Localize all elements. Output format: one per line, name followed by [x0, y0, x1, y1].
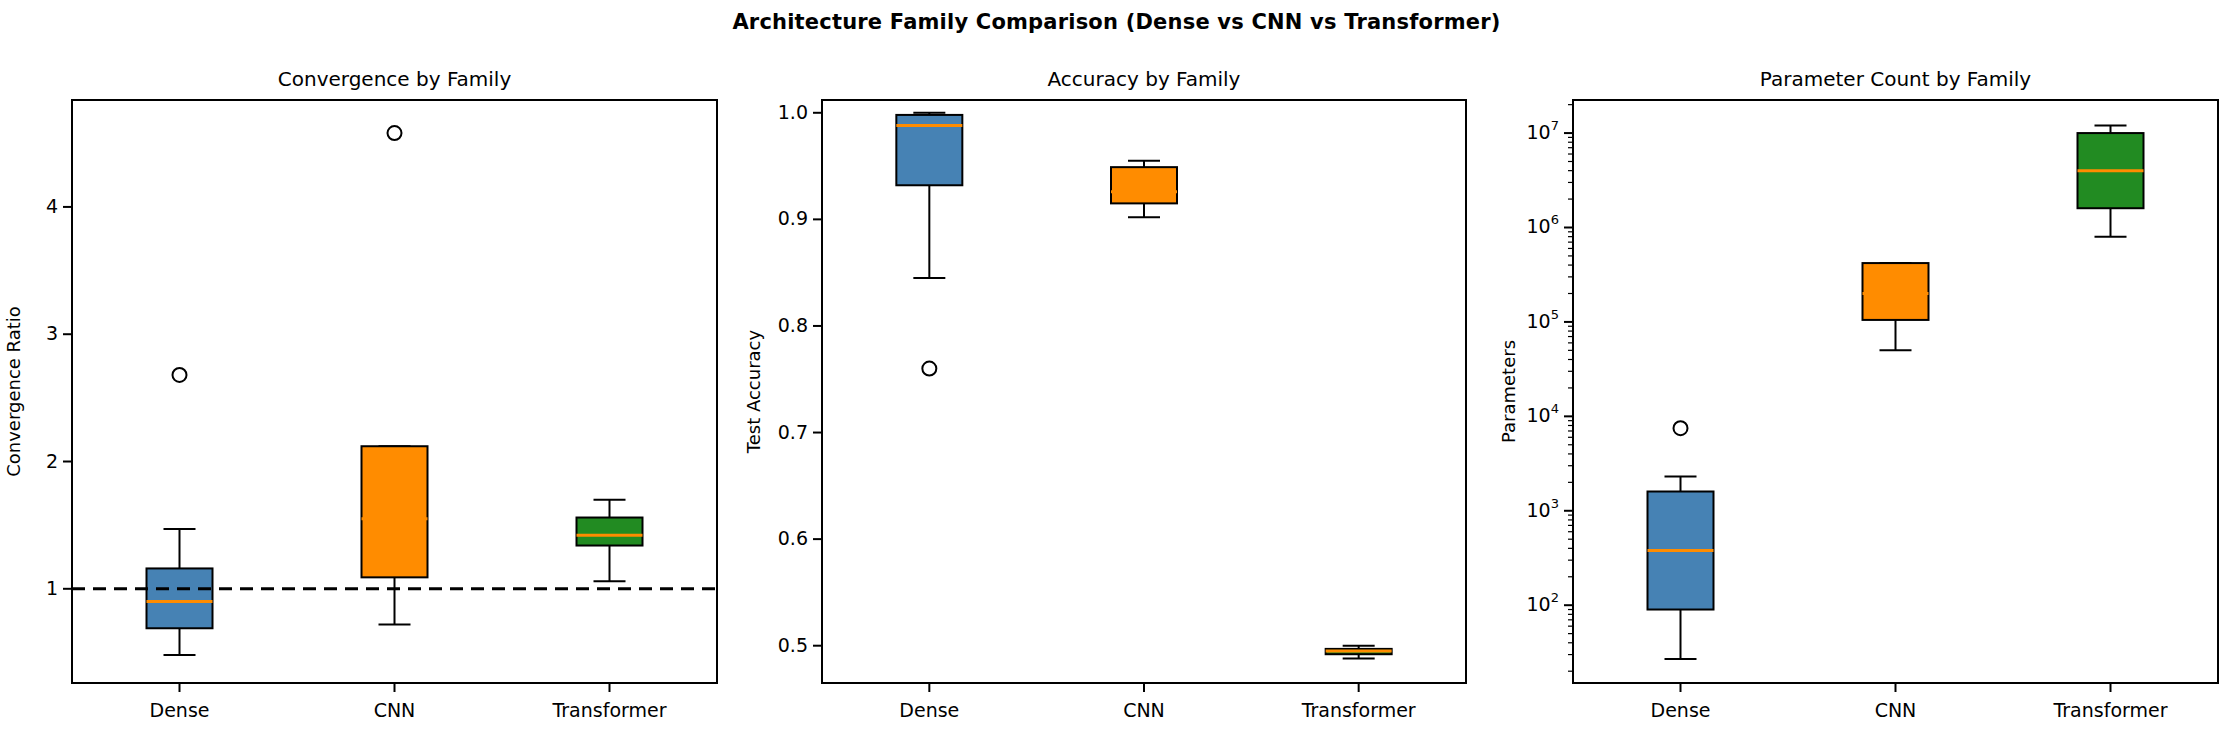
category-label: CNN — [374, 699, 416, 721]
y-tick-label: 0.7 — [778, 421, 808, 443]
y-tick-label: 106 — [1527, 212, 1559, 237]
y-tick-label: 0.8 — [778, 314, 808, 336]
box-rect — [147, 568, 213, 628]
axis-title: Convergence by Family — [278, 67, 512, 91]
category-label: Transformer — [551, 699, 666, 721]
axis-title: Parameter Count by Family — [1760, 67, 2032, 91]
box-dense — [147, 368, 213, 655]
y-tick-label: 2 — [46, 450, 58, 472]
y-tick-label: 107 — [1527, 118, 1559, 143]
boxplot-canvas: 1 2 3 4 Dense CNN Transformer Convergence by Fa… — [0, 0, 2233, 741]
y-axis-label: Parameters — [1498, 340, 1519, 443]
y-tick-label: 0.9 — [778, 207, 808, 229]
box-transformer — [2078, 126, 2144, 237]
subplot-2: 0.5 0.6 0.7 0.8 0.9 1.0 Dense CNN Transformer Acc… — [743, 67, 1466, 721]
box-transformer — [577, 500, 643, 581]
y-tick-label: 103 — [1527, 496, 1559, 521]
y-tick-label: 3 — [46, 322, 58, 344]
y-tick-label: 0.5 — [778, 634, 808, 656]
box-rect — [362, 446, 428, 577]
y-tick-label: 105 — [1527, 307, 1559, 332]
category-label: Transformer — [1301, 699, 1416, 721]
outlier-marker — [388, 126, 402, 140]
y-tick-label: 1 — [46, 577, 58, 599]
y-axis-label: Convergence Ratio — [3, 306, 24, 477]
category-label: Transformer — [2052, 699, 2167, 721]
axis-title: Accuracy by Family — [1048, 67, 1241, 91]
box-rect — [577, 518, 643, 546]
outlier-marker — [922, 362, 936, 376]
category-label: CNN — [1123, 699, 1165, 721]
outlier-marker — [173, 368, 187, 382]
box-rect — [1111, 167, 1177, 203]
box-cnn — [1863, 263, 1929, 350]
box-dense — [896, 113, 962, 376]
box-rect — [1863, 263, 1929, 320]
category-label: CNN — [1875, 699, 1917, 721]
y-tick-label: 1.0 — [778, 101, 808, 123]
category-label: Dense — [1651, 699, 1711, 721]
figure-root: Architecture Family Comparison (Dense vs… — [0, 0, 2233, 741]
category-label: Dense — [899, 699, 959, 721]
y-tick-label: 102 — [1527, 590, 1559, 615]
y-tick-label: 4 — [46, 195, 58, 217]
box-cnn — [362, 126, 428, 624]
box-transformer — [1326, 646, 1392, 659]
subplot-3: 102 103 104 105 106 107 Dense CNN Transformer Par… — [1498, 67, 2218, 721]
subplot-1: 1 2 3 4 Dense CNN Transformer Convergence by Fa… — [3, 67, 717, 721]
y-axis-label: Test Accuracy — [743, 329, 764, 454]
y-tick-label: 104 — [1527, 401, 1559, 426]
box-dense — [1648, 421, 1714, 659]
outlier-marker — [1674, 421, 1688, 435]
category-label: Dense — [150, 699, 210, 721]
y-tick-label: 0.6 — [778, 527, 808, 549]
box-cnn — [1111, 161, 1177, 217]
